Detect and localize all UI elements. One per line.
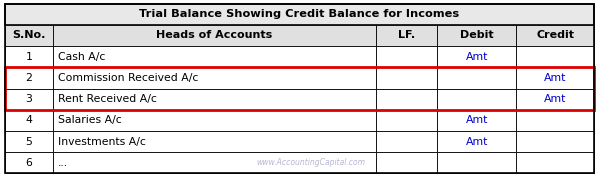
Text: Heads of Accounts: Heads of Accounts xyxy=(156,30,273,40)
Text: 1: 1 xyxy=(26,52,32,62)
Bar xyxy=(5,46,53,67)
Text: ...: ... xyxy=(58,158,68,168)
Bar xyxy=(53,110,376,131)
Bar xyxy=(516,152,594,173)
Bar xyxy=(376,152,437,173)
Text: Rent Received A/c: Rent Received A/c xyxy=(58,94,157,104)
Bar xyxy=(376,25,437,46)
Bar xyxy=(53,46,376,67)
Text: Amt: Amt xyxy=(465,115,488,125)
Text: Amt: Amt xyxy=(544,94,567,104)
Bar xyxy=(516,67,594,88)
Bar xyxy=(5,110,53,131)
Bar xyxy=(5,131,53,152)
Bar xyxy=(53,88,376,110)
Text: S.No.: S.No. xyxy=(12,30,46,40)
Text: 5: 5 xyxy=(26,137,32,147)
Bar xyxy=(376,67,437,88)
Bar xyxy=(376,88,437,110)
Bar xyxy=(5,4,594,25)
Bar xyxy=(437,67,516,88)
Text: www.AccountingCapital.com: www.AccountingCapital.com xyxy=(257,158,366,167)
Text: Investments A/c: Investments A/c xyxy=(58,137,146,147)
Bar xyxy=(376,131,437,152)
Text: LF.: LF. xyxy=(398,30,415,40)
Text: 6: 6 xyxy=(26,158,32,168)
Bar xyxy=(5,88,53,110)
Bar xyxy=(437,152,516,173)
Text: Credit: Credit xyxy=(536,30,574,40)
Bar xyxy=(53,67,376,88)
Bar xyxy=(376,110,437,131)
Bar xyxy=(53,25,376,46)
Bar xyxy=(5,152,53,173)
Text: Debit: Debit xyxy=(460,30,494,40)
Bar xyxy=(5,25,53,46)
Bar xyxy=(437,110,516,131)
Text: Commission Received A/c: Commission Received A/c xyxy=(58,73,198,83)
Text: Amt: Amt xyxy=(465,137,488,147)
Bar xyxy=(516,88,594,110)
Bar xyxy=(437,46,516,67)
Text: Amt: Amt xyxy=(465,52,488,62)
Bar xyxy=(516,110,594,131)
Text: Cash A/c: Cash A/c xyxy=(58,52,105,62)
Text: Amt: Amt xyxy=(544,73,567,83)
Text: 3: 3 xyxy=(26,94,32,104)
Bar xyxy=(437,88,516,110)
Bar xyxy=(5,67,594,110)
Bar xyxy=(53,131,376,152)
Text: Trial Balance Showing Credit Balance for Incomes: Trial Balance Showing Credit Balance for… xyxy=(140,9,459,19)
Text: 2: 2 xyxy=(26,73,32,83)
Bar xyxy=(5,67,53,88)
Bar xyxy=(516,25,594,46)
Bar xyxy=(376,46,437,67)
Text: 4: 4 xyxy=(26,115,32,125)
Bar xyxy=(516,131,594,152)
Text: Salaries A/c: Salaries A/c xyxy=(58,115,122,125)
Bar xyxy=(53,152,376,173)
Bar xyxy=(437,131,516,152)
Bar xyxy=(437,25,516,46)
Bar xyxy=(516,46,594,67)
